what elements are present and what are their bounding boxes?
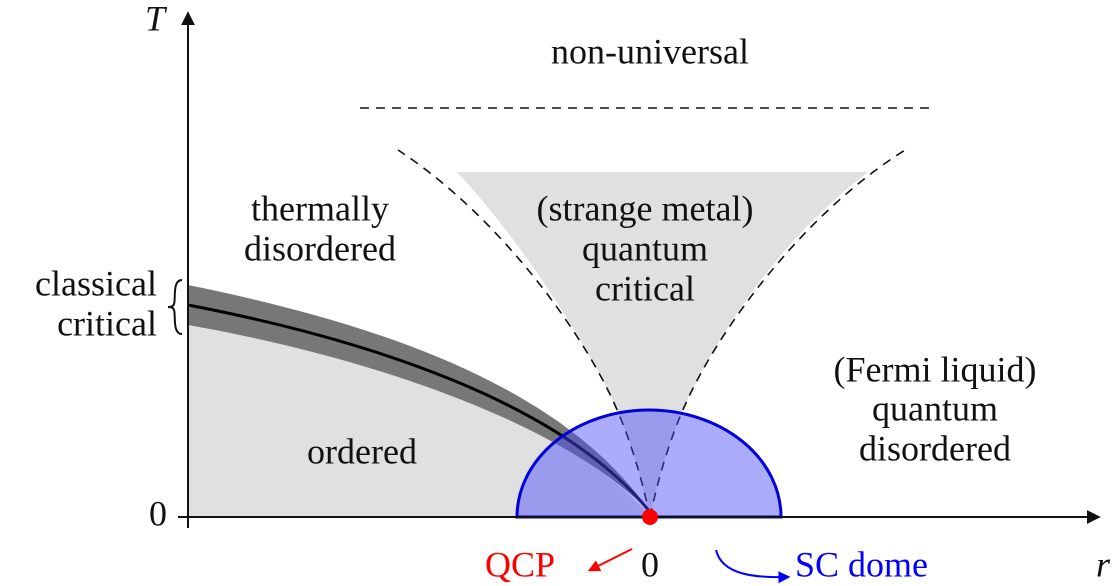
region-label: classical [35,263,157,303]
quantum-critical-region [457,172,868,517]
region-label: ordered [307,431,417,471]
region-label: disordered [244,228,396,268]
region-label: (strange metal) [537,188,754,228]
crossover-lines [360,107,930,518]
region-label: quantum [582,228,708,268]
sc-dome-label: SC dome [795,544,928,584]
qcp-point [642,509,658,525]
ordered-region [188,320,650,517]
y-origin: 0 [149,493,167,533]
region-label: disordered [859,428,1011,468]
region-label: non-universal [551,31,749,71]
sc-arrow [715,549,791,584]
classical-critical-band [188,285,650,512]
x-origin: 0 [641,544,659,584]
critical-line [187,303,652,513]
sc-dome [515,408,783,519]
region-label: quantum [872,388,998,428]
region-label: thermally [251,188,389,228]
region-label: (Fermi liquid) [834,349,1037,389]
y-axis-label: T [145,0,168,38]
brace [167,279,183,335]
region-label: critical [57,303,157,343]
qcp-label: QCP [485,544,555,584]
region-label: critical [595,268,695,308]
x-axis-label: r [1096,544,1111,584]
qcp-arrow [587,548,633,572]
